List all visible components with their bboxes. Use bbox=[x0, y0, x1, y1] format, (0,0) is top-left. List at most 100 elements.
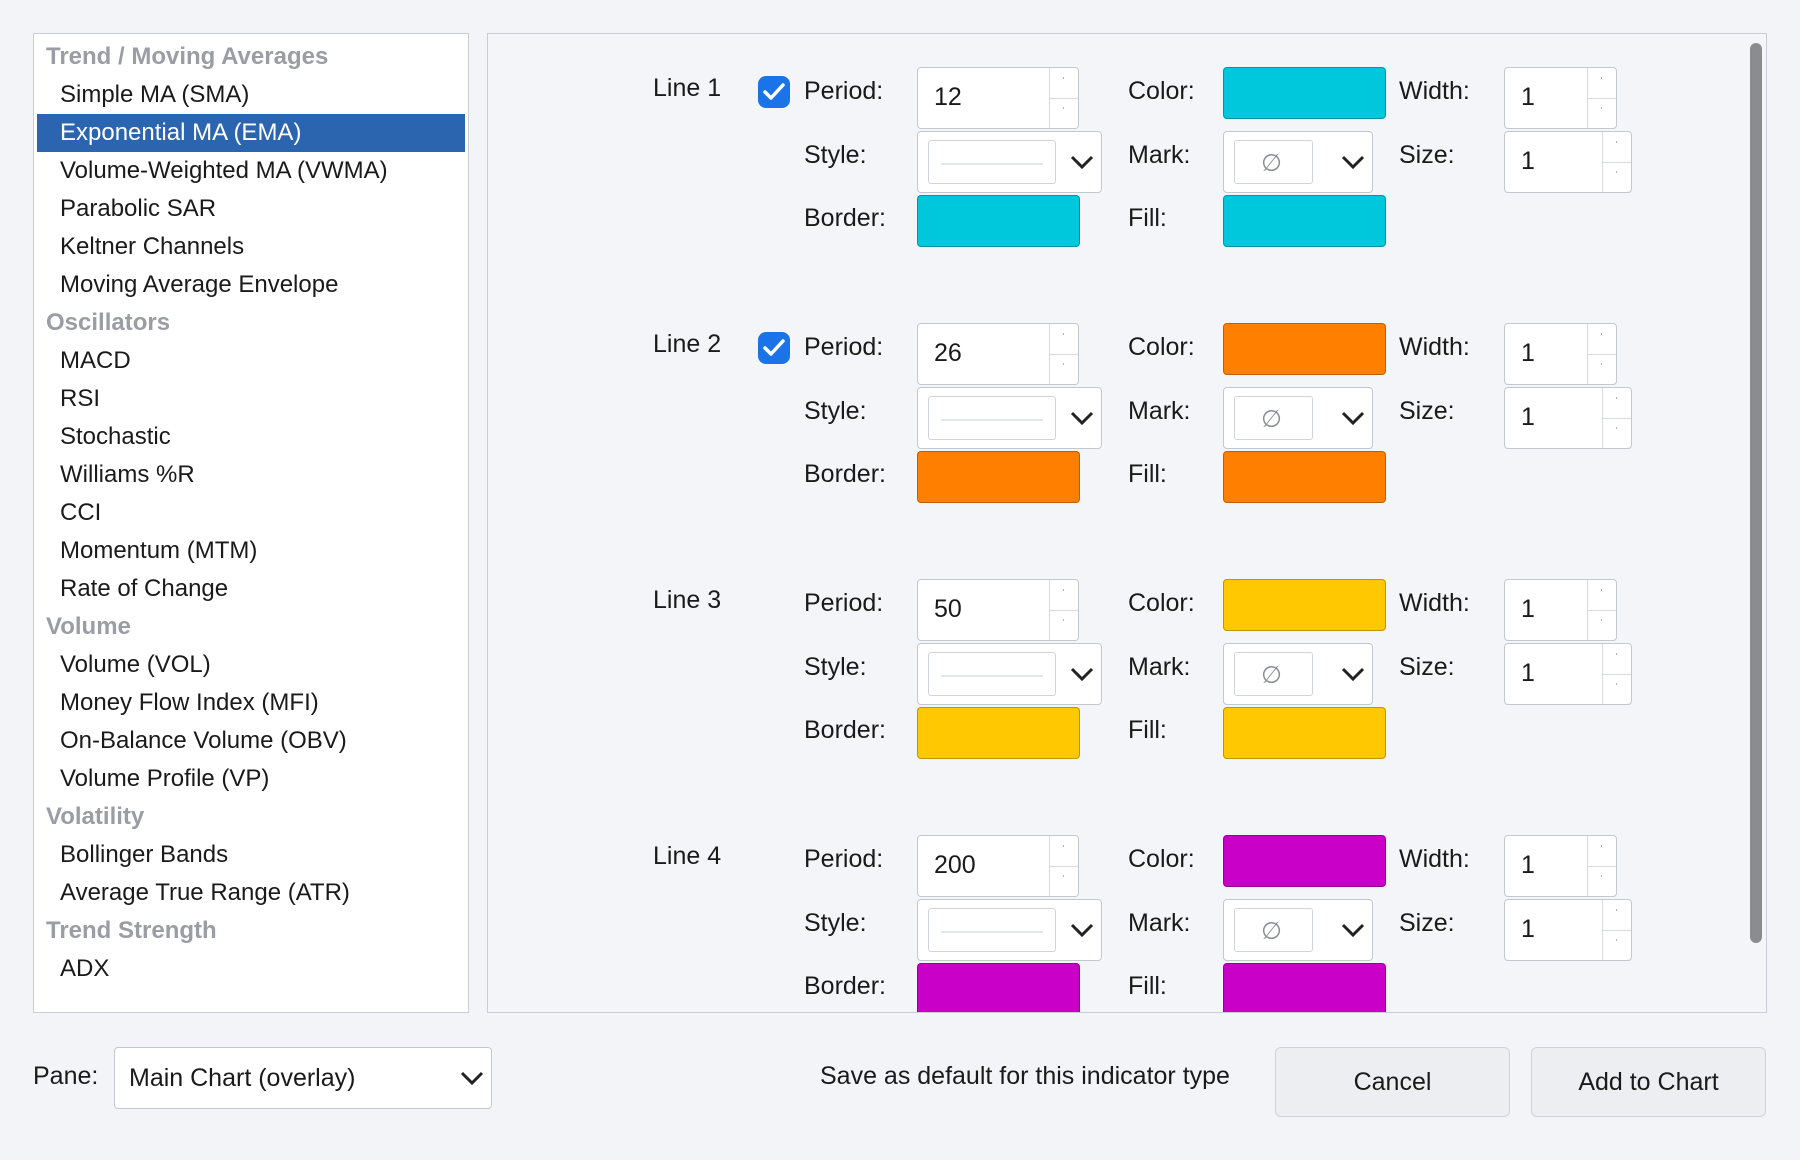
line-style-select[interactable] bbox=[917, 643, 1102, 705]
list-item[interactable]: Stochastic bbox=[60, 423, 171, 450]
list-item[interactable]: Exponential MA (EMA) bbox=[37, 114, 465, 152]
add-to-chart-button[interactable]: Add to Chart bbox=[1531, 1047, 1766, 1117]
border-color-swatch[interactable] bbox=[917, 451, 1080, 503]
list-item[interactable]: Parabolic SAR bbox=[60, 195, 217, 222]
spin-down-arrow[interactable]: ˙ bbox=[1615, 427, 1619, 438]
period-stepper[interactable]: 12 ˙ ˙ bbox=[917, 67, 1079, 129]
list-item[interactable]: Keltner Channels bbox=[60, 233, 245, 260]
size-stepper[interactable]: 1 ˙ ˙ bbox=[1504, 643, 1632, 705]
mark-select[interactable]: ∅ bbox=[1223, 131, 1373, 193]
size-label: Size: bbox=[1399, 653, 1455, 681]
spin-up-arrow[interactable]: ˙ bbox=[1603, 132, 1631, 163]
spin-up-arrow[interactable]: ˙ bbox=[1603, 644, 1631, 675]
line-color-swatch[interactable] bbox=[1223, 323, 1386, 375]
spin-down-arrow[interactable]: ˙ bbox=[1600, 619, 1604, 630]
spin-down-arrow[interactable]: ˙ bbox=[1615, 683, 1619, 694]
mark-label: Mark: bbox=[1128, 397, 1191, 425]
size-stepper[interactable]: 1 ˙ ˙ bbox=[1504, 387, 1632, 449]
chevron-down-icon bbox=[460, 1071, 484, 1086]
list-item[interactable]: Simple MA (SMA) bbox=[60, 81, 250, 108]
spin-down-arrow[interactable]: ˙ bbox=[1600, 875, 1604, 886]
spin-up-arrow[interactable]: ˙ bbox=[1588, 324, 1616, 355]
spin-up-arrow[interactable]: ˙ bbox=[1588, 836, 1616, 867]
period-label: Period: bbox=[804, 589, 884, 617]
list-group-header: Oscillators bbox=[46, 309, 171, 336]
list-item[interactable]: ADX bbox=[60, 955, 110, 982]
list-item[interactable]: Williams %R bbox=[60, 461, 195, 488]
line-color-swatch[interactable] bbox=[1223, 579, 1386, 631]
list-item[interactable]: CCI bbox=[60, 499, 102, 526]
line-style-select[interactable] bbox=[917, 131, 1102, 193]
width-label: Width: bbox=[1399, 333, 1470, 361]
no-marker-icon: ∅ bbox=[1261, 406, 1282, 433]
period-value: 200 bbox=[934, 851, 976, 879]
spin-down-arrow[interactable]: ˙ bbox=[1615, 939, 1619, 950]
spin-down-arrow[interactable]: ˙ bbox=[1600, 363, 1604, 374]
fill-color-swatch[interactable] bbox=[1223, 195, 1386, 247]
size-label: Size: bbox=[1399, 141, 1455, 169]
period-stepper[interactable]: 200 ˙ ˙ bbox=[917, 835, 1079, 897]
spin-down-arrow[interactable]: ˙ bbox=[1062, 619, 1066, 630]
line-style-preview bbox=[928, 908, 1056, 952]
border-color-swatch[interactable] bbox=[917, 195, 1080, 247]
width-stepper[interactable]: 1 ˙ ˙ bbox=[1504, 67, 1617, 129]
spin-down-arrow[interactable]: ˙ bbox=[1062, 107, 1066, 118]
style-label: Style: bbox=[804, 909, 867, 937]
list-item[interactable]: Volume Profile (VP) bbox=[60, 765, 270, 792]
fill-color-swatch[interactable] bbox=[1223, 707, 1386, 759]
spin-down-arrow[interactable]: ˙ bbox=[1600, 107, 1604, 118]
spin-down-arrow[interactable]: ˙ bbox=[1615, 171, 1619, 182]
list-item[interactable]: Volume (VOL) bbox=[60, 651, 211, 678]
mark-select[interactable]: ∅ bbox=[1223, 387, 1373, 449]
panel-scrollbar[interactable] bbox=[1750, 43, 1762, 943]
list-item[interactable]: MACD bbox=[60, 347, 131, 374]
list-item[interactable]: RSI bbox=[60, 385, 101, 412]
color-label: Color: bbox=[1128, 77, 1195, 105]
list-item[interactable]: On-Balance Volume (OBV) bbox=[60, 727, 347, 754]
line-style-select[interactable] bbox=[917, 387, 1102, 449]
size-stepper[interactable]: 1 ˙ ˙ bbox=[1504, 131, 1632, 193]
spin-down-arrow[interactable]: ˙ bbox=[1062, 875, 1066, 886]
list-item[interactable]: Average True Range (ATR) bbox=[60, 879, 350, 906]
border-color-swatch[interactable] bbox=[917, 963, 1080, 1012]
period-stepper[interactable]: 50 ˙ ˙ bbox=[917, 579, 1079, 641]
spin-down-arrow[interactable]: ˙ bbox=[1062, 363, 1066, 374]
checkmark-icon bbox=[763, 339, 785, 356]
spin-up-arrow[interactable]: ˙ bbox=[1050, 836, 1078, 867]
list-item[interactable]: Moving Average Envelope bbox=[60, 271, 339, 298]
spin-up-arrow[interactable]: ˙ bbox=[1050, 324, 1078, 355]
pane-select[interactable]: Main Chart (overlay) bbox=[114, 1047, 492, 1109]
period-stepper[interactable]: 26 ˙ ˙ bbox=[917, 323, 1079, 385]
spin-up-arrow[interactable]: ˙ bbox=[1588, 580, 1616, 611]
line-config-3: Line 3 Period: 50 ˙ ˙ Color: Width: 1 ˙ ˙ Style: Ma… bbox=[488, 546, 1748, 802]
size-stepper[interactable]: 1 ˙ ˙ bbox=[1504, 899, 1632, 961]
list-item[interactable]: Rate of Change bbox=[60, 575, 229, 602]
indicator-list[interactable]: Trend / Moving Averages Simple MA (SMA) Ex… bbox=[33, 33, 469, 1013]
line-color-swatch[interactable] bbox=[1223, 67, 1386, 119]
list-item[interactable]: Bollinger Bands bbox=[60, 841, 229, 868]
border-color-swatch[interactable] bbox=[917, 707, 1080, 759]
spin-up-arrow[interactable]: ˙ bbox=[1603, 388, 1631, 419]
border-label: Border: bbox=[804, 460, 886, 488]
list-item[interactable]: Volume-Weighted MA (VWMA) bbox=[60, 157, 388, 184]
width-stepper[interactable]: 1 ˙ ˙ bbox=[1504, 323, 1617, 385]
mark-select[interactable]: ∅ bbox=[1223, 899, 1373, 961]
line-config-1: Line 1 Period: 12 ˙ ˙ Color: Width: 1 ˙ ˙ Style: Ma… bbox=[488, 34, 1748, 290]
fill-color-swatch[interactable] bbox=[1223, 451, 1386, 503]
spin-up-arrow[interactable]: ˙ bbox=[1050, 580, 1078, 611]
line-style-select[interactable] bbox=[917, 899, 1102, 961]
line-color-swatch[interactable] bbox=[1223, 835, 1386, 887]
list-item[interactable]: Money Flow Index (MFI) bbox=[60, 689, 319, 716]
list-item[interactable]: Momentum (MTM) bbox=[60, 537, 258, 564]
spin-up-arrow[interactable]: ˙ bbox=[1588, 68, 1616, 99]
line-enabled-checkbox[interactable] bbox=[758, 76, 790, 108]
line-enabled-checkbox[interactable] bbox=[758, 332, 790, 364]
save-default-label[interactable]: Save as default for this indicator type bbox=[820, 1062, 1230, 1090]
cancel-button[interactable]: Cancel bbox=[1275, 1047, 1510, 1117]
width-stepper[interactable]: 1 ˙ ˙ bbox=[1504, 835, 1617, 897]
spin-up-arrow[interactable]: ˙ bbox=[1050, 68, 1078, 99]
fill-color-swatch[interactable] bbox=[1223, 963, 1386, 1012]
spin-up-arrow[interactable]: ˙ bbox=[1603, 900, 1631, 931]
mark-select[interactable]: ∅ bbox=[1223, 643, 1373, 705]
width-stepper[interactable]: 1 ˙ ˙ bbox=[1504, 579, 1617, 641]
